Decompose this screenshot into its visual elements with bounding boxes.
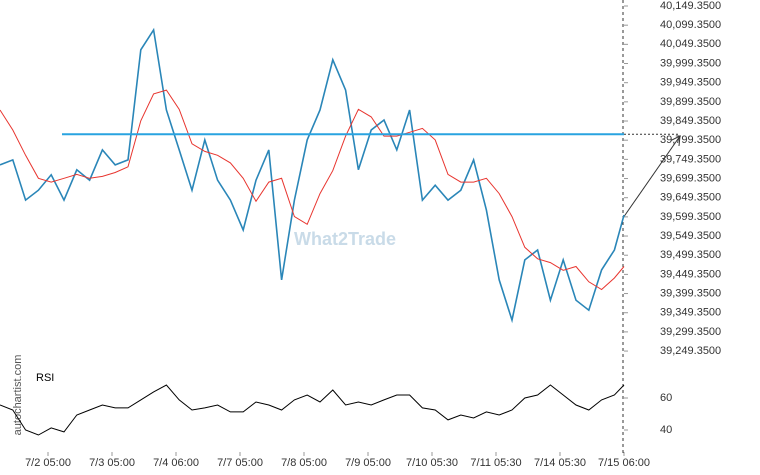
y-tick-label: 39,549.3500 [660, 230, 721, 242]
y-tick-label: 39,249.3500 [660, 345, 721, 357]
series-line [0, 89, 625, 291]
y-tick-label: 39,399.3500 [660, 287, 721, 299]
series-line [0, 27, 625, 324]
y-tick-label: 39,949.3500 [660, 77, 721, 89]
y-tick-label: 39,799.3500 [660, 134, 721, 146]
y-tick-label: 40,149.3500 [660, 0, 721, 12]
y-tick-label: 40,049.3500 [660, 38, 721, 50]
source: autochartist.com [12, 355, 24, 436]
y-tick-label: 40 [660, 424, 672, 436]
x-tick-label: 7/15 06:00 [598, 457, 650, 469]
x-tick-label: 7/9 05:00 [345, 457, 391, 469]
y-tick-label: 39,699.3500 [660, 172, 721, 184]
y-tick-label: 60 [660, 392, 672, 404]
x-tick-label: 7/10 05:30 [406, 457, 458, 469]
x-tick-label: 7/11 05:30 [470, 457, 521, 469]
y-tick-label: 39,449.3500 [660, 268, 721, 280]
y-tick-label: 39,849.3500 [660, 115, 721, 127]
y-tick-label: 39,599.3500 [660, 211, 721, 223]
rsi-label: RSI [36, 372, 54, 384]
x-tick-label: 7/8 05:00 [281, 457, 327, 469]
y-tick-label: 39,649.3500 [660, 192, 721, 204]
y-tick-label: 39,349.3500 [660, 307, 721, 319]
y-tick-label: 39,899.3500 [660, 96, 721, 108]
x-tick-label: 7/4 06:00 [153, 457, 199, 469]
x-tick-label: 7/3 05:00 [89, 457, 135, 469]
y-tick-label: 39,999.3500 [660, 57, 721, 69]
x-tick-label: 7/2 05:00 [25, 457, 71, 469]
watermark: What2Trade [294, 229, 396, 249]
x-tick-label: 7/14 05:30 [534, 457, 586, 469]
y-tick-label: 40,099.3500 [660, 19, 721, 31]
y-tick-label: 39,299.3500 [660, 326, 721, 338]
series-line [0, 384, 625, 436]
y-tick-label: 39,499.3500 [660, 249, 721, 261]
forecast-arrow [622, 136, 680, 219]
y-tick-label: 39,749.3500 [660, 153, 721, 165]
x-tick-label: 7/7 05:00 [217, 457, 263, 469]
